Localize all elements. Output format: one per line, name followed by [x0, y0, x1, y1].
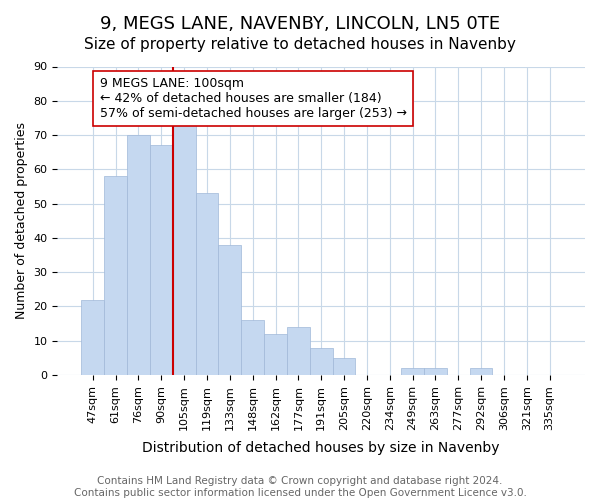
- Bar: [127, 135, 150, 375]
- Bar: [218, 245, 241, 375]
- Text: Contains HM Land Registry data © Crown copyright and database right 2024.
Contai: Contains HM Land Registry data © Crown c…: [74, 476, 526, 498]
- Y-axis label: Number of detached properties: Number of detached properties: [15, 122, 28, 320]
- Text: 9 MEGS LANE: 100sqm
← 42% of detached houses are smaller (184)
57% of semi-detac: 9 MEGS LANE: 100sqm ← 42% of detached ho…: [100, 77, 407, 120]
- Bar: [332, 358, 355, 375]
- Bar: [104, 176, 127, 375]
- Text: 9, MEGS LANE, NAVENBY, LINCOLN, LN5 0TE: 9, MEGS LANE, NAVENBY, LINCOLN, LN5 0TE: [100, 15, 500, 33]
- Bar: [470, 368, 493, 375]
- Bar: [287, 327, 310, 375]
- Bar: [264, 334, 287, 375]
- Bar: [241, 320, 264, 375]
- Text: Size of property relative to detached houses in Navenby: Size of property relative to detached ho…: [84, 38, 516, 52]
- Bar: [424, 368, 447, 375]
- Bar: [310, 348, 332, 375]
- Bar: [82, 300, 104, 375]
- Bar: [196, 194, 218, 375]
- Bar: [150, 146, 173, 375]
- Bar: [401, 368, 424, 375]
- Bar: [173, 118, 196, 375]
- X-axis label: Distribution of detached houses by size in Navenby: Distribution of detached houses by size …: [142, 441, 500, 455]
